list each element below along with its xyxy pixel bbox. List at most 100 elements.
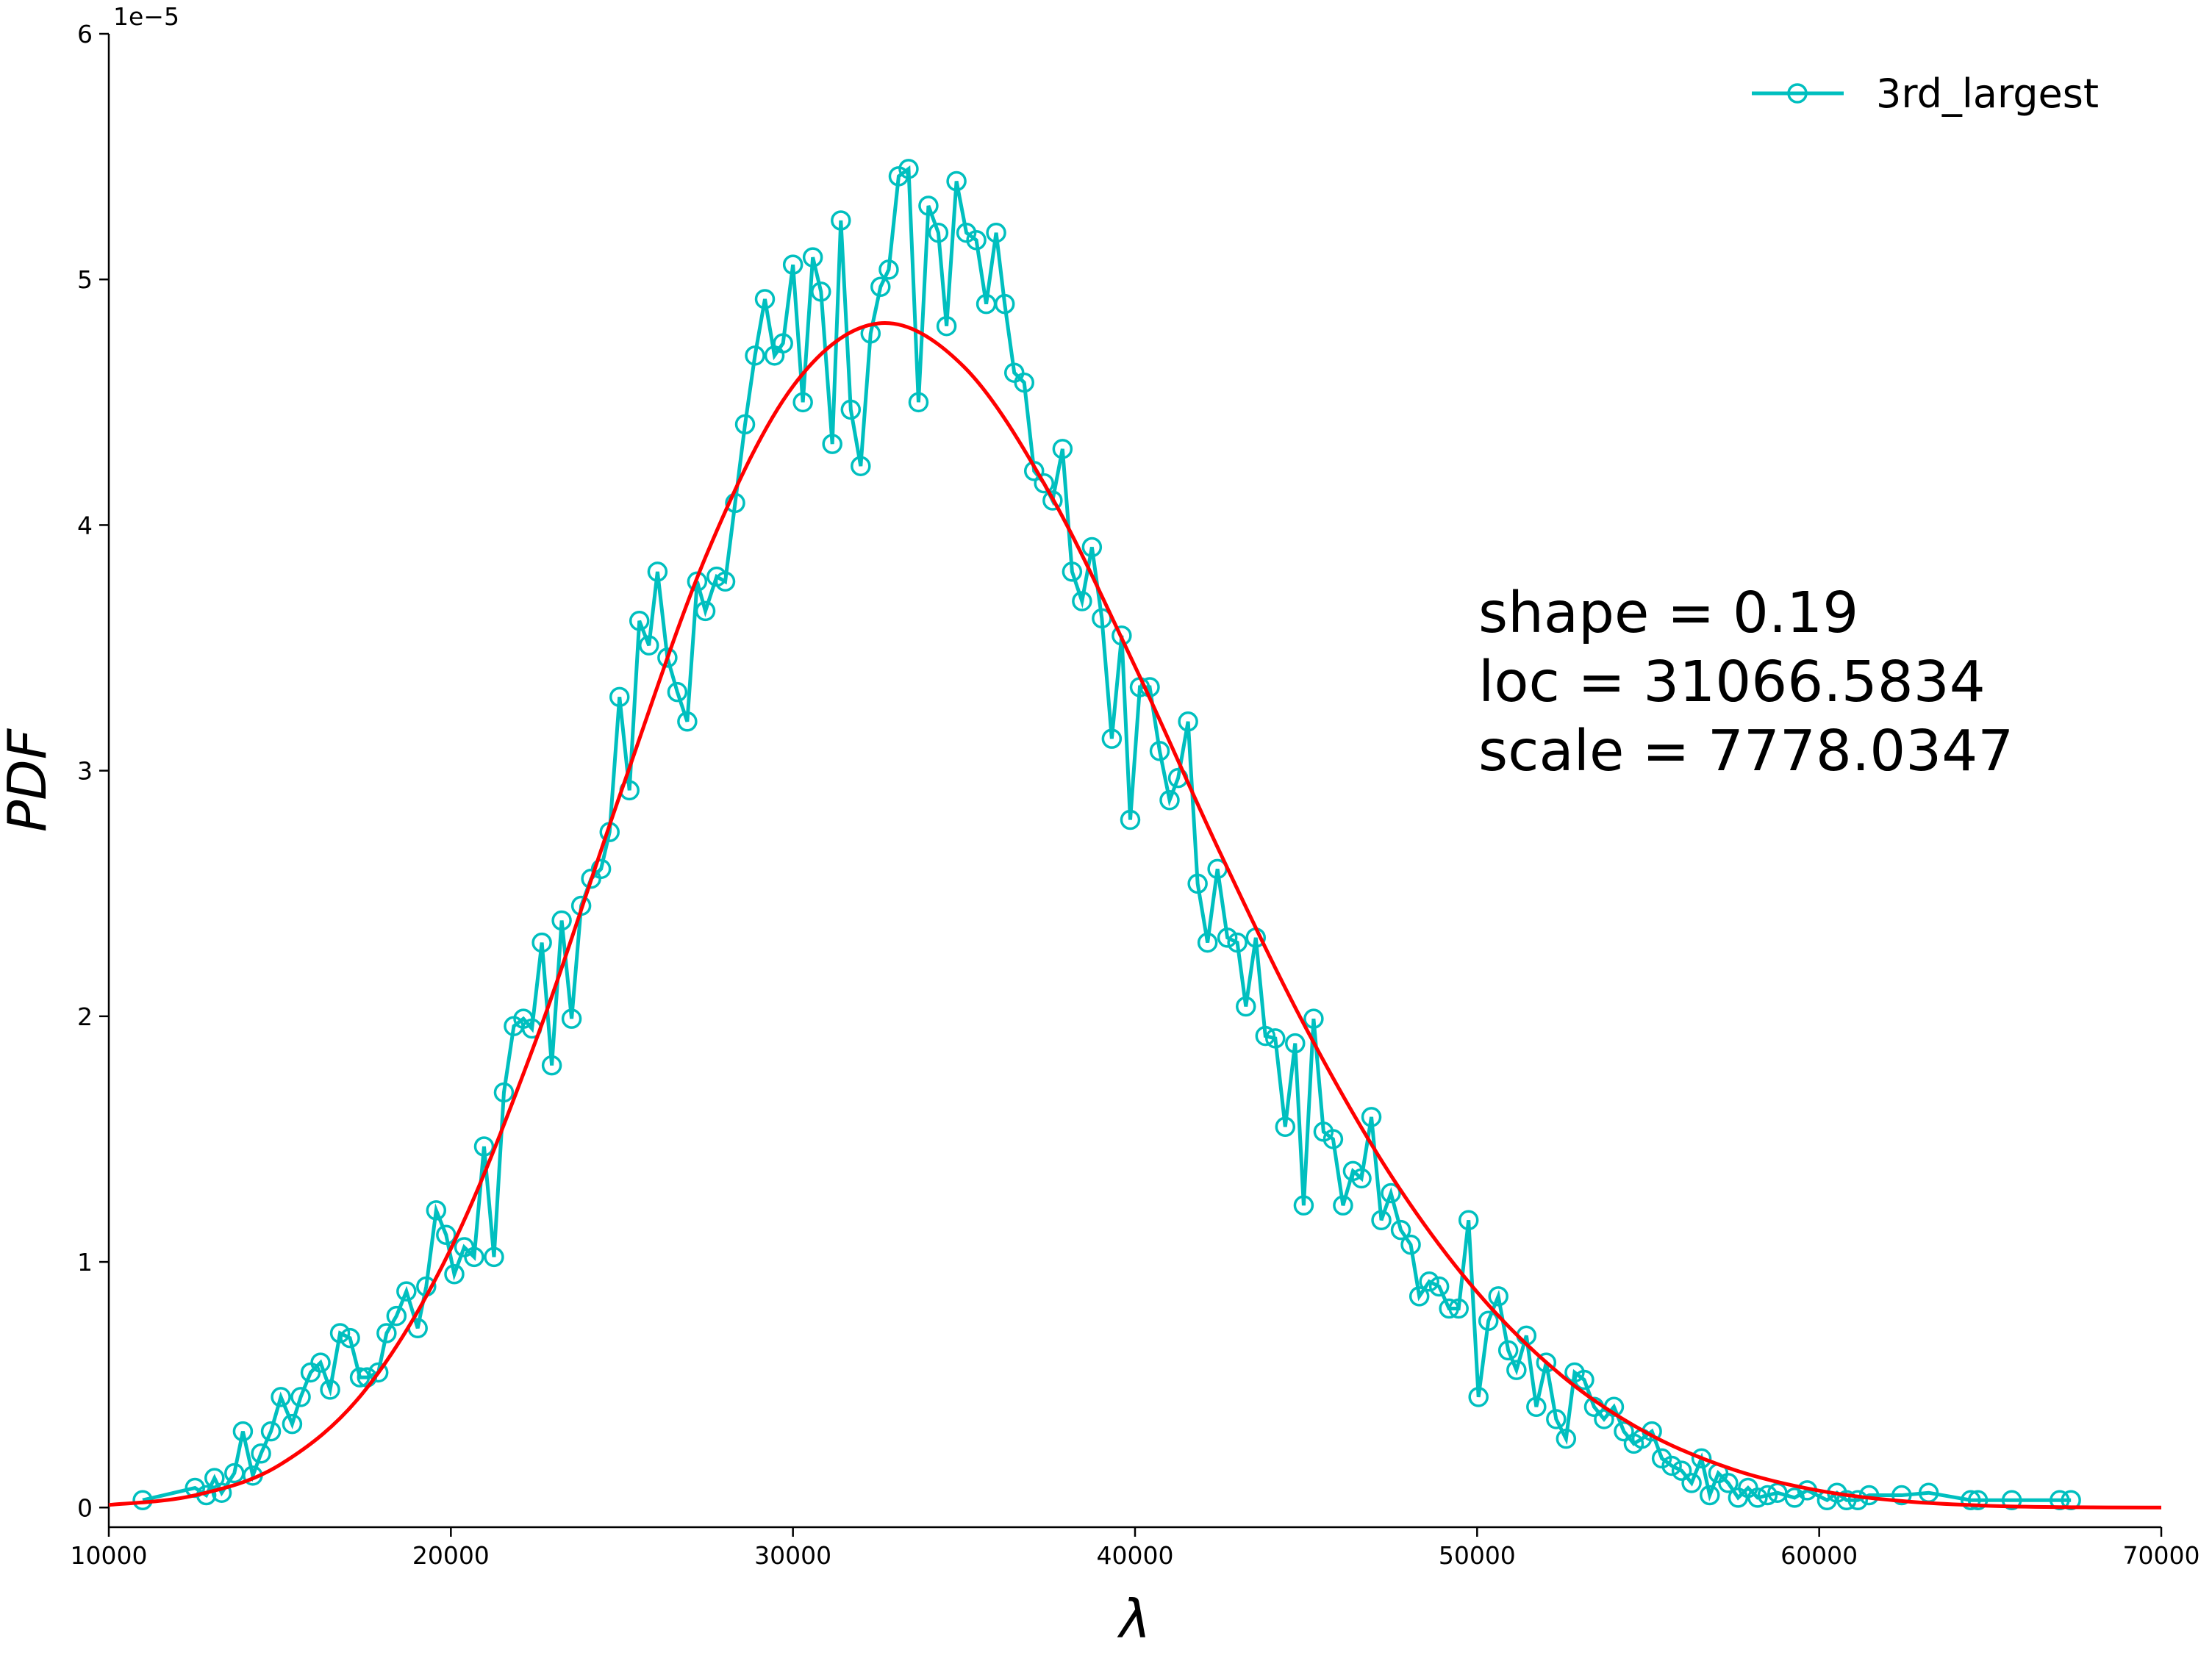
data-marker	[1178, 711, 1198, 732]
data-marker	[1217, 927, 1238, 948]
annotation: shape = 0.19	[1478, 581, 1858, 646]
data-marker	[1428, 1276, 1450, 1297]
data-marker	[251, 1443, 271, 1464]
data-marker	[1497, 1340, 1519, 1361]
data-marker	[1681, 1473, 1702, 1493]
data-marker	[1718, 1473, 1739, 1493]
data-marker	[822, 434, 842, 454]
data-marker	[396, 1281, 417, 1302]
data-marker	[1574, 1369, 1594, 1390]
data-marker	[1303, 1008, 1324, 1029]
data-marker	[1285, 1033, 1306, 1054]
data-marker	[282, 1413, 303, 1435]
data-marker	[802, 247, 823, 268]
data-marker	[715, 571, 736, 592]
data-marker	[695, 600, 716, 622]
data-marker	[1488, 1286, 1508, 1307]
data-marker	[1265, 1028, 1286, 1049]
data-line	[142, 165, 2072, 1503]
data-marker	[1891, 1485, 1912, 1506]
y-tick-label: 3	[77, 757, 93, 786]
data-marker	[1014, 372, 1034, 393]
data-marker	[1197, 932, 1218, 953]
data-marker	[1322, 1129, 1344, 1149]
data-marker	[1526, 1396, 1547, 1417]
annotation: scale = 7778.0347	[1478, 719, 2014, 784]
data-marker	[493, 1082, 515, 1103]
data-marker	[1371, 1210, 1392, 1230]
data-marker	[426, 1200, 447, 1221]
data-marker	[436, 1224, 457, 1246]
data-marker	[340, 1327, 360, 1349]
data-marker	[1700, 1485, 1720, 1506]
data-marker	[831, 210, 851, 231]
data-marker	[1439, 1298, 1459, 1319]
data-marker	[260, 1421, 282, 1442]
data-marker	[1149, 741, 1170, 761]
data-marker	[444, 1264, 465, 1285]
data-marker	[1333, 1195, 1353, 1216]
data-marker	[782, 254, 803, 275]
data-marker	[1536, 1352, 1557, 1373]
data-marker	[734, 414, 756, 435]
data-marker	[629, 611, 650, 631]
data-marker	[1836, 1490, 1857, 1510]
data-marker	[551, 910, 572, 931]
data-marker	[1478, 1310, 1499, 1332]
x-tick-label: 40000	[1097, 1541, 1174, 1570]
data-marker	[1120, 809, 1141, 830]
data-marker	[1227, 932, 1248, 953]
data-marker	[1293, 1195, 1314, 1216]
data-marker	[1275, 1116, 1296, 1137]
data-marker	[1101, 728, 1123, 749]
y-tick-label: 5	[77, 265, 93, 294]
data-marker	[531, 932, 552, 953]
data-marker	[1072, 591, 1092, 611]
data-marker	[609, 686, 630, 708]
data-marker	[1390, 1219, 1411, 1241]
y-tick-label: 4	[77, 511, 93, 539]
x-tick-label: 60000	[1780, 1541, 1858, 1570]
data-marker	[1255, 1025, 1276, 1047]
data-marker	[473, 1136, 495, 1157]
x-tick-label: 50000	[1439, 1541, 1516, 1570]
data-marker	[936, 315, 957, 337]
data-marker	[1361, 1107, 1382, 1127]
data-marker	[1023, 461, 1045, 481]
data-marker	[792, 392, 813, 413]
data-marker	[310, 1352, 331, 1373]
data-marker	[994, 293, 1015, 315]
y-axis-label: PDF	[0, 728, 58, 832]
data-marker	[1042, 490, 1063, 511]
data-marker	[590, 858, 612, 880]
data-marker	[1691, 1448, 1712, 1469]
data-marker	[647, 561, 668, 582]
data-marker	[870, 276, 891, 297]
data-marker	[745, 345, 765, 366]
data-marker	[1081, 536, 1103, 558]
data-marker	[2050, 1490, 2070, 1510]
data-marker	[966, 229, 987, 251]
data-marker	[320, 1379, 340, 1400]
data-marker	[1757, 1485, 1778, 1506]
x-tick-label: 30000	[754, 1541, 831, 1570]
data-marker	[1747, 1487, 1768, 1508]
data-marker	[1236, 996, 1256, 1017]
data-marker	[1448, 1298, 1469, 1319]
data-marker	[271, 1387, 291, 1407]
data-marker	[1967, 1490, 1989, 1510]
data-marker	[329, 1323, 351, 1343]
x-tick-label: 10000	[71, 1541, 148, 1570]
y-tick-label: 1	[77, 1248, 93, 1277]
data-marker	[773, 333, 793, 354]
data-marker	[851, 456, 871, 476]
data-marker	[1961, 1490, 1981, 1510]
data-marker	[1034, 473, 1054, 494]
x-axis-label: λ	[1117, 1588, 1151, 1650]
data-marker	[1159, 789, 1180, 811]
legend-marker	[1787, 83, 1808, 104]
data-marker	[1419, 1271, 1439, 1292]
data-marker	[1112, 625, 1132, 646]
